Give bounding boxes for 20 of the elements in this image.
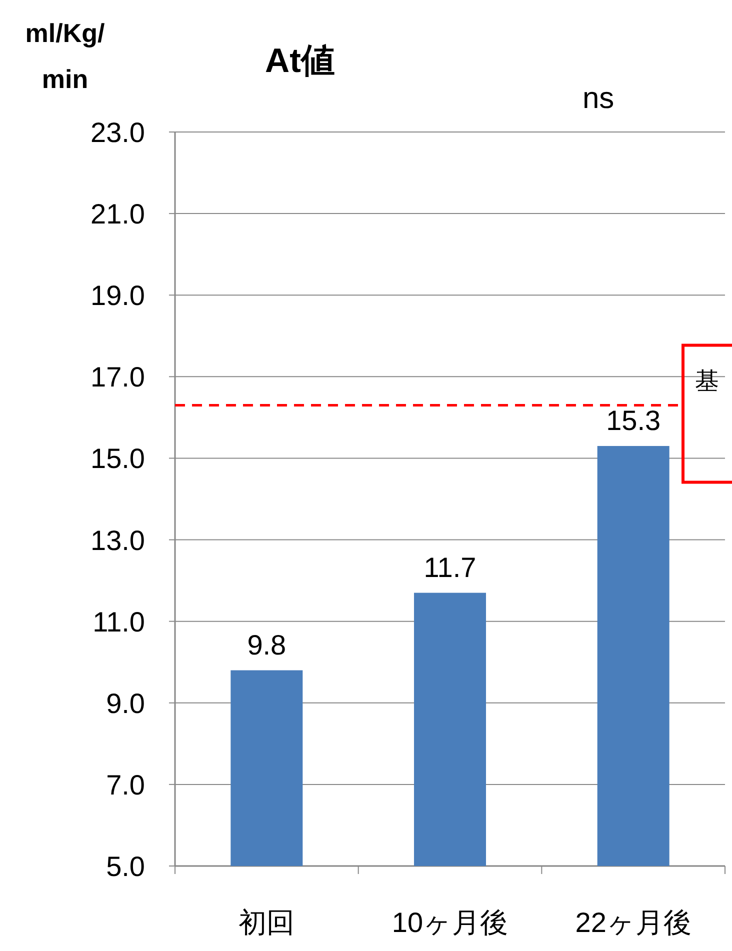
y-tick-label: 13.0 xyxy=(90,524,145,556)
data-label: 11.7 xyxy=(424,552,476,583)
text: ns xyxy=(582,82,614,115)
data-label: 9.8 xyxy=(247,629,286,660)
y-tick-label: 21.0 xyxy=(90,198,145,230)
y-axis-title: ml/Kg/min xyxy=(25,18,105,94)
y-tick-label: 17.0 xyxy=(90,362,145,393)
y-tick-label: 7.0 xyxy=(106,769,145,800)
y-tick-label: 23.0 xyxy=(90,117,145,148)
y-tick-label: 19.0 xyxy=(90,280,145,312)
chart-title: At値 xyxy=(265,42,335,80)
y-tick-label: 11.0 xyxy=(92,606,145,638)
ref-line-label: 基 xyxy=(695,368,719,396)
x-tick-label: 10ヶ月後 xyxy=(392,907,508,938)
x-tick-label: 22ヶ月後 xyxy=(575,907,692,938)
y-tick-label: 5.0 xyxy=(106,851,145,882)
y-tick-label: 15.0 xyxy=(90,443,145,474)
y-tick-label: 9.0 xyxy=(106,688,145,719)
data-label: 15.3 xyxy=(606,404,661,436)
x-tick-label: 初回 xyxy=(238,907,295,938)
